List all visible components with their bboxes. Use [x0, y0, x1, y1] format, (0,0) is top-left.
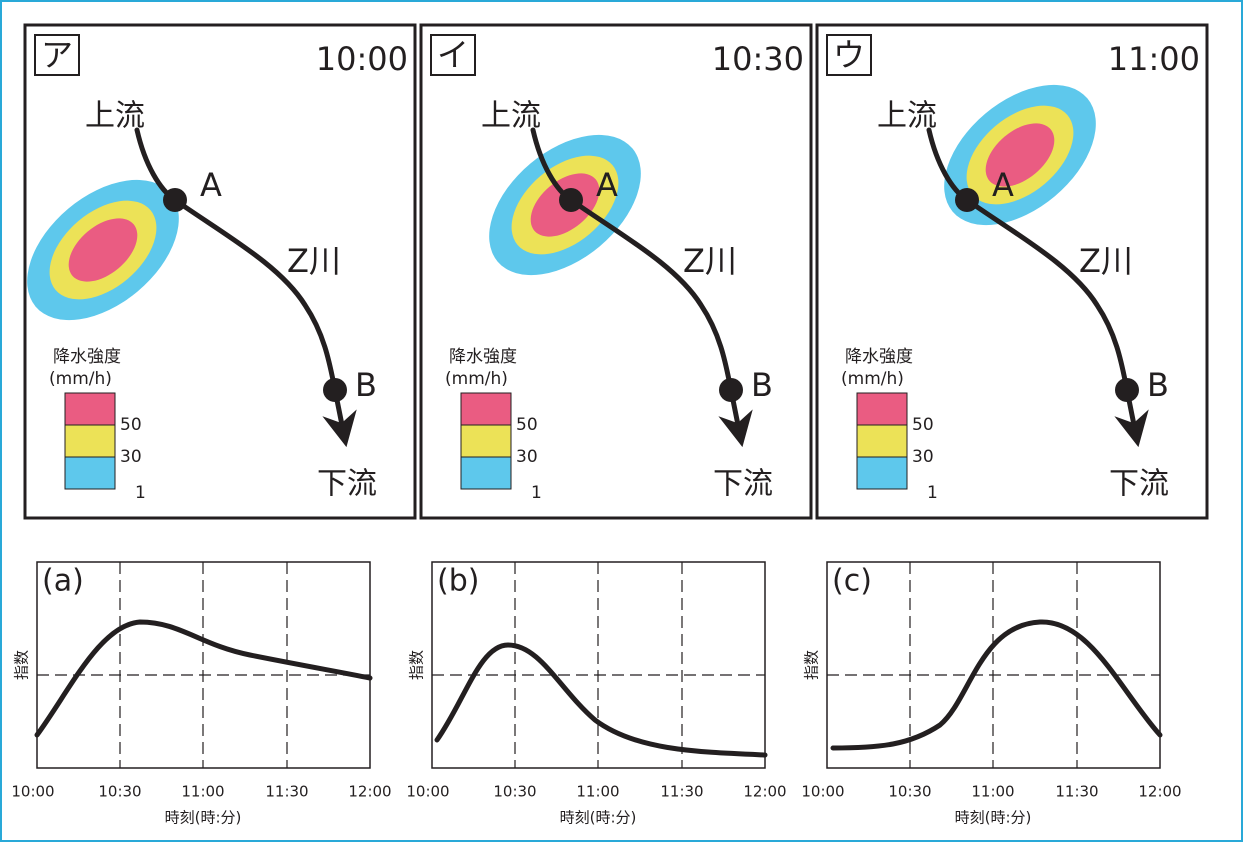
- legend-value: 1: [927, 483, 938, 503]
- y-label: 指数: [13, 650, 31, 680]
- downstream: 下流: [317, 467, 377, 502]
- point-a-label: A: [596, 166, 618, 204]
- legend-swatch: [65, 457, 115, 489]
- legend-title: 降水強度: [449, 347, 517, 367]
- x-tick-label: 10:30: [98, 783, 141, 801]
- rain-cell: [1, 152, 205, 348]
- legend-swatch: [65, 393, 115, 425]
- x-tick-label: 12:00: [743, 783, 786, 801]
- point-b-label: B: [751, 366, 773, 404]
- panel-label: イ: [437, 36, 469, 74]
- x-tick-label: 10:00: [11, 783, 54, 801]
- time: 10:30: [712, 40, 804, 78]
- plot-border: [827, 562, 1160, 768]
- legend-value: 50: [912, 415, 934, 435]
- point-a-label: A: [992, 166, 1014, 204]
- x-label: 時刻(時:分): [560, 809, 637, 827]
- x-tick-label: 11:30: [265, 783, 308, 801]
- legend-swatch: [857, 393, 907, 425]
- x-tick-label: 11:00: [576, 783, 619, 801]
- graph-label: (c): [832, 564, 872, 599]
- point-b: [1115, 378, 1139, 402]
- point-a: [955, 188, 979, 212]
- graph-panel: (c) 指数 10:00 10:30 11:00 11:30 12:00 時刻(時:分): [801, 562, 1181, 827]
- rain-cell: [918, 57, 1122, 253]
- river-name: Z川: [683, 242, 737, 280]
- panel-label: ウ: [833, 36, 865, 74]
- river: [137, 130, 343, 430]
- legend-unit: (mm/h): [49, 369, 112, 389]
- legend-value: 50: [120, 415, 142, 435]
- legend-swatch: [461, 425, 511, 457]
- point-a: [559, 188, 583, 212]
- legend-value: 1: [531, 483, 542, 503]
- graph-label: (b): [437, 564, 479, 599]
- graph-panel: (b) 指数 10:00 10:30 11:00 11:30 12:00 時刻(時:分): [406, 562, 786, 827]
- legend-value: 50: [516, 415, 538, 435]
- panel-label: ア: [41, 36, 73, 74]
- x-tick-label: 12:00: [1138, 783, 1181, 801]
- index-curve: [437, 645, 765, 755]
- legend-unit: (mm/h): [841, 369, 904, 389]
- point-a: [163, 188, 187, 212]
- legend-swatch: [857, 457, 907, 489]
- x-label: 時刻(時:分): [165, 809, 242, 827]
- river-name: Z川: [1079, 242, 1133, 280]
- point-b-label: B: [355, 366, 377, 404]
- x-tick-label: 11:30: [1055, 783, 1098, 801]
- map-panel: イ 10:30 上流 A Z川 B 下流 降水強度(mm/h) 50 30 1: [421, 25, 811, 518]
- upstream: 上流: [877, 99, 937, 134]
- legend-swatch: [461, 393, 511, 425]
- river-name: Z川: [287, 242, 341, 280]
- time: 10:00: [316, 40, 408, 78]
- point-b: [323, 378, 347, 402]
- upstream: 上流: [481, 99, 541, 134]
- legend-value: 30: [516, 447, 538, 467]
- x-tick-label: 11:00: [971, 783, 1014, 801]
- figure: ア10:00上流AZ川B下流降水強度(mm/h)50301イ10:30上流AZ川…: [0, 0, 1243, 842]
- legend-swatch: [857, 425, 907, 457]
- x-tick-label: 10:00: [406, 783, 449, 801]
- legend-swatch: [461, 457, 511, 489]
- legend-unit: (mm/h): [445, 369, 508, 389]
- point-a-label: A: [200, 166, 222, 204]
- time: 11:00: [1108, 40, 1200, 78]
- index-curve: [833, 622, 1160, 748]
- legend-value: 30: [912, 447, 934, 467]
- y-label: 指数: [803, 650, 821, 680]
- legend-swatch: [65, 425, 115, 457]
- map-panel: ウ 11:00 上流 A Z川 B 下流 降水強度(mm/h) 50 30 1: [817, 25, 1207, 518]
- point-b-label: B: [1147, 366, 1169, 404]
- x-label: 時刻(時:分): [955, 809, 1032, 827]
- graph-panel: (a) 指数 10:00 10:30 11:00 11:30 12:00 時刻(時:分): [11, 562, 391, 827]
- legend-title: 降水強度: [53, 347, 121, 367]
- x-tick-label: 10:00: [801, 783, 844, 801]
- downstream: 下流: [713, 467, 773, 502]
- x-tick-label: 10:30: [888, 783, 931, 801]
- upstream: 上流: [85, 99, 145, 134]
- point-b: [719, 378, 743, 402]
- x-tick-label: 11:00: [181, 783, 224, 801]
- x-tick-label: 11:30: [660, 783, 703, 801]
- y-label: 指数: [408, 650, 426, 680]
- graph-label: (a): [42, 564, 84, 599]
- downstream: 下流: [1109, 467, 1169, 502]
- map-panel: ア 10:00 上流 A Z川 B 下流 降水強度(mm/h) 50 30 1: [1, 25, 415, 518]
- x-tick-label: 10:30: [493, 783, 536, 801]
- legend-title: 降水強度: [845, 347, 913, 367]
- x-tick-label: 12:00: [348, 783, 391, 801]
- legend-value: 30: [120, 447, 142, 467]
- legend-value: 1: [135, 483, 146, 503]
